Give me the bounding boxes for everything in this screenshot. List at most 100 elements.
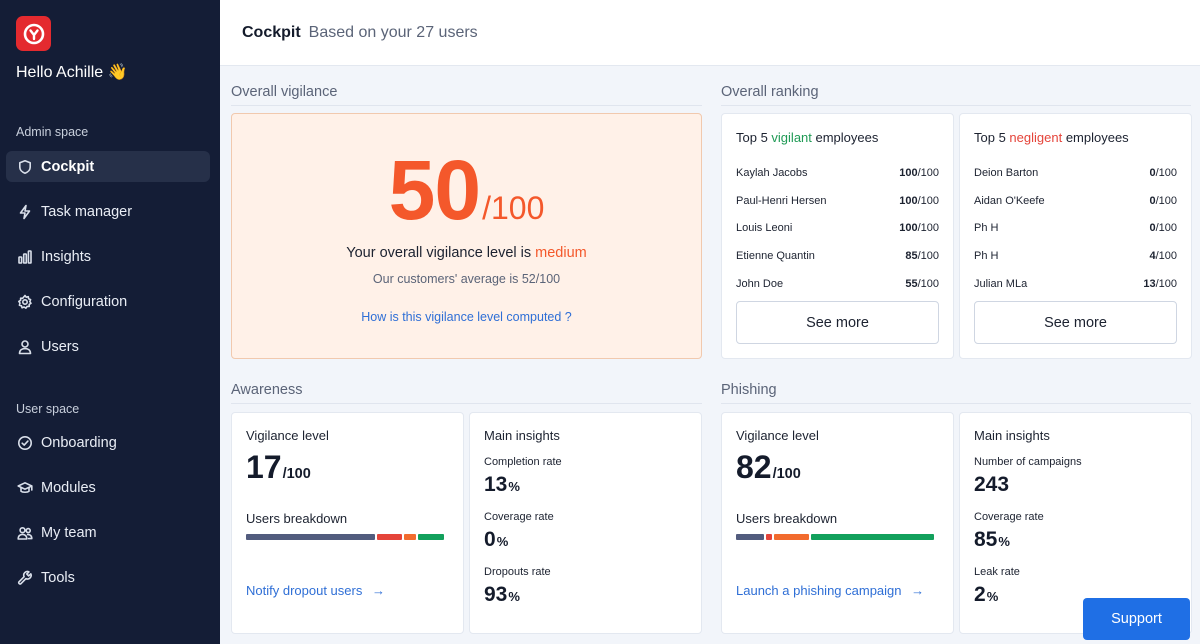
list-item: Paul-Henri Hersen 100/100 <box>736 195 939 211</box>
score-value: 13 <box>1143 278 1156 290</box>
sidebar-item-insights[interactable]: Insights <box>6 241 210 272</box>
sidebar-item-modules[interactable]: Modules <box>6 472 210 503</box>
link-label: Notify dropout users <box>246 583 363 598</box>
score-value: 0 <box>1149 167 1156 179</box>
score-value: 0 <box>1149 195 1156 207</box>
sidebar-item-label: Modules <box>41 479 96 496</box>
awareness-title: Awareness <box>231 382 303 398</box>
vigilance-level-prefix: Your overall vigilance level is <box>346 245 536 261</box>
list-item: Kaylah Jacobs 100/100 <box>736 167 939 183</box>
vigilance-computation-link[interactable]: How is this vigilance level computed ? <box>361 310 572 324</box>
vigilance-level-label: Vigilance level <box>246 428 329 443</box>
insight-label: Leak rate <box>974 566 1020 578</box>
score-max: /100 <box>1155 278 1177 290</box>
employee-name: John Doe <box>736 278 784 290</box>
insight-value: 13% <box>484 473 520 497</box>
sidebar-item-tools[interactable]: Tools <box>6 562 210 593</box>
rank-title-word: negligent <box>1009 130 1063 145</box>
rank-title-suffix: employees <box>811 130 879 145</box>
metric-number: 85 <box>974 528 998 551</box>
employee-score: 100/100 <box>899 167 939 183</box>
breakdown-segment <box>246 534 375 540</box>
sidebar: Hello Achille 👋 Admin space Cockpit Task… <box>0 0 220 644</box>
support-button[interactable]: Support <box>1083 598 1190 640</box>
see-more-negligent-button[interactable]: See more <box>974 301 1177 344</box>
top-negligent-card: Top 5 negligent employees Deion Barton 0/… <box>959 113 1192 359</box>
metric-unit: % <box>986 589 999 604</box>
app-logo[interactable] <box>16 16 51 51</box>
sidebar-item-task-manager[interactable]: Task manager <box>6 196 210 227</box>
sidebar-item-my-team[interactable]: My team <box>6 517 210 548</box>
metric-unit: % <box>496 534 509 549</box>
greeting: Hello Achille 👋 <box>16 64 128 81</box>
sidebar-item-label: Tools <box>41 569 75 586</box>
overall-vigilance-card: 50 /100 Your overall vigilance level is … <box>231 113 702 359</box>
users-breakdown-label: Users breakdown <box>246 511 348 526</box>
score-value: 55 <box>905 278 918 290</box>
bar-chart-icon <box>17 249 33 265</box>
user-icon <box>17 339 33 355</box>
sidebar-item-configuration[interactable]: Configuration <box>6 286 210 317</box>
score-max: /100 <box>1155 195 1177 207</box>
employee-name: Julian MLa <box>974 278 1028 290</box>
score-max: /100 <box>917 278 939 290</box>
link-label: Launch a phishing campaign <box>736 583 902 598</box>
metric-number: 93 <box>484 583 508 606</box>
users-breakdown-bar <box>736 534 940 540</box>
list-item: Etienne Quantin 85/100 <box>736 250 939 266</box>
score-max: /100 <box>917 250 939 262</box>
insight-label: Coverage rate <box>484 511 554 523</box>
metric-number: 13 <box>484 473 508 496</box>
score-value: 17 <box>246 449 282 485</box>
sidebar-item-cockpit[interactable]: Cockpit <box>6 151 210 182</box>
list-item: Ph H 4/100 <box>974 250 1177 266</box>
employee-score: 0/100 <box>1149 167 1177 183</box>
vigilance-level-text: Your overall vigilance level is medium <box>232 245 701 261</box>
score-max: /100 <box>1155 222 1177 234</box>
list-item: Ph H 0/100 <box>974 222 1177 238</box>
score-max: /100 <box>917 222 939 234</box>
score-value: 100 <box>899 222 918 234</box>
overall-vigilance-title: Overall vigilance <box>231 84 338 100</box>
breakdown-segment <box>418 534 445 540</box>
list-item: Aidan O'Keefe 0/100 <box>974 195 1177 211</box>
divider <box>721 105 1191 106</box>
overall-ranking-title: Overall ranking <box>721 84 819 100</box>
divider <box>721 403 1191 404</box>
top-negligent-title: Top 5 negligent employees <box>974 130 1129 145</box>
score-value: 4 <box>1149 250 1156 262</box>
see-more-vigilant-button[interactable]: See more <box>736 301 939 344</box>
graduation-cap-icon <box>17 480 33 496</box>
list-item: Deion Barton 0/100 <box>974 167 1177 183</box>
vigilance-score-denominator: /100 <box>482 190 545 226</box>
employee-name: Aidan O'Keefe <box>974 195 1045 207</box>
awareness-vigilance-card: Vigilance level 17/100 Users breakdown N… <box>231 412 464 634</box>
launch-phishing-campaign-link[interactable]: Launch a phishing campaign → <box>736 583 924 598</box>
notify-dropout-users-link[interactable]: Notify dropout users → <box>246 583 385 598</box>
page-title: Cockpit <box>242 23 301 41</box>
metric-unit: % <box>508 479 520 494</box>
breakdown-segment <box>376 534 403 540</box>
employee-score: 0/100 <box>1149 222 1177 238</box>
breakdown-segment <box>736 534 764 540</box>
sidebar-item-label: Cockpit <box>41 158 95 175</box>
sidebar-item-onboarding[interactable]: Onboarding <box>6 427 210 458</box>
sidebar-item-users[interactable]: Users <box>6 331 210 362</box>
page-header: Cockpit Based on your 27 users <box>220 0 1200 66</box>
vigilance-level-label: Vigilance level <box>736 428 819 443</box>
list-item: Louis Leoni 100/100 <box>736 222 939 238</box>
vigilance-score: 50 /100 <box>232 142 701 239</box>
score-value: 82 <box>736 449 772 485</box>
wrench-icon <box>17 570 33 586</box>
phishing-insights-card: Main insights Number of campaigns 243 Co… <box>959 412 1192 634</box>
main-insights-title: Main insights <box>484 428 560 443</box>
shield-icon <box>17 159 33 175</box>
awareness-insights-card: Main insights Completion rate 13% Covera… <box>469 412 702 634</box>
sidebar-item-label: Configuration <box>41 293 128 310</box>
divider <box>231 403 702 404</box>
sidebar-item-label: Task manager <box>41 203 133 220</box>
logo-icon <box>23 23 44 44</box>
insight-label: Coverage rate <box>974 511 1044 523</box>
employee-name: Louis Leoni <box>736 222 793 234</box>
metric-unit: % <box>998 534 1010 549</box>
